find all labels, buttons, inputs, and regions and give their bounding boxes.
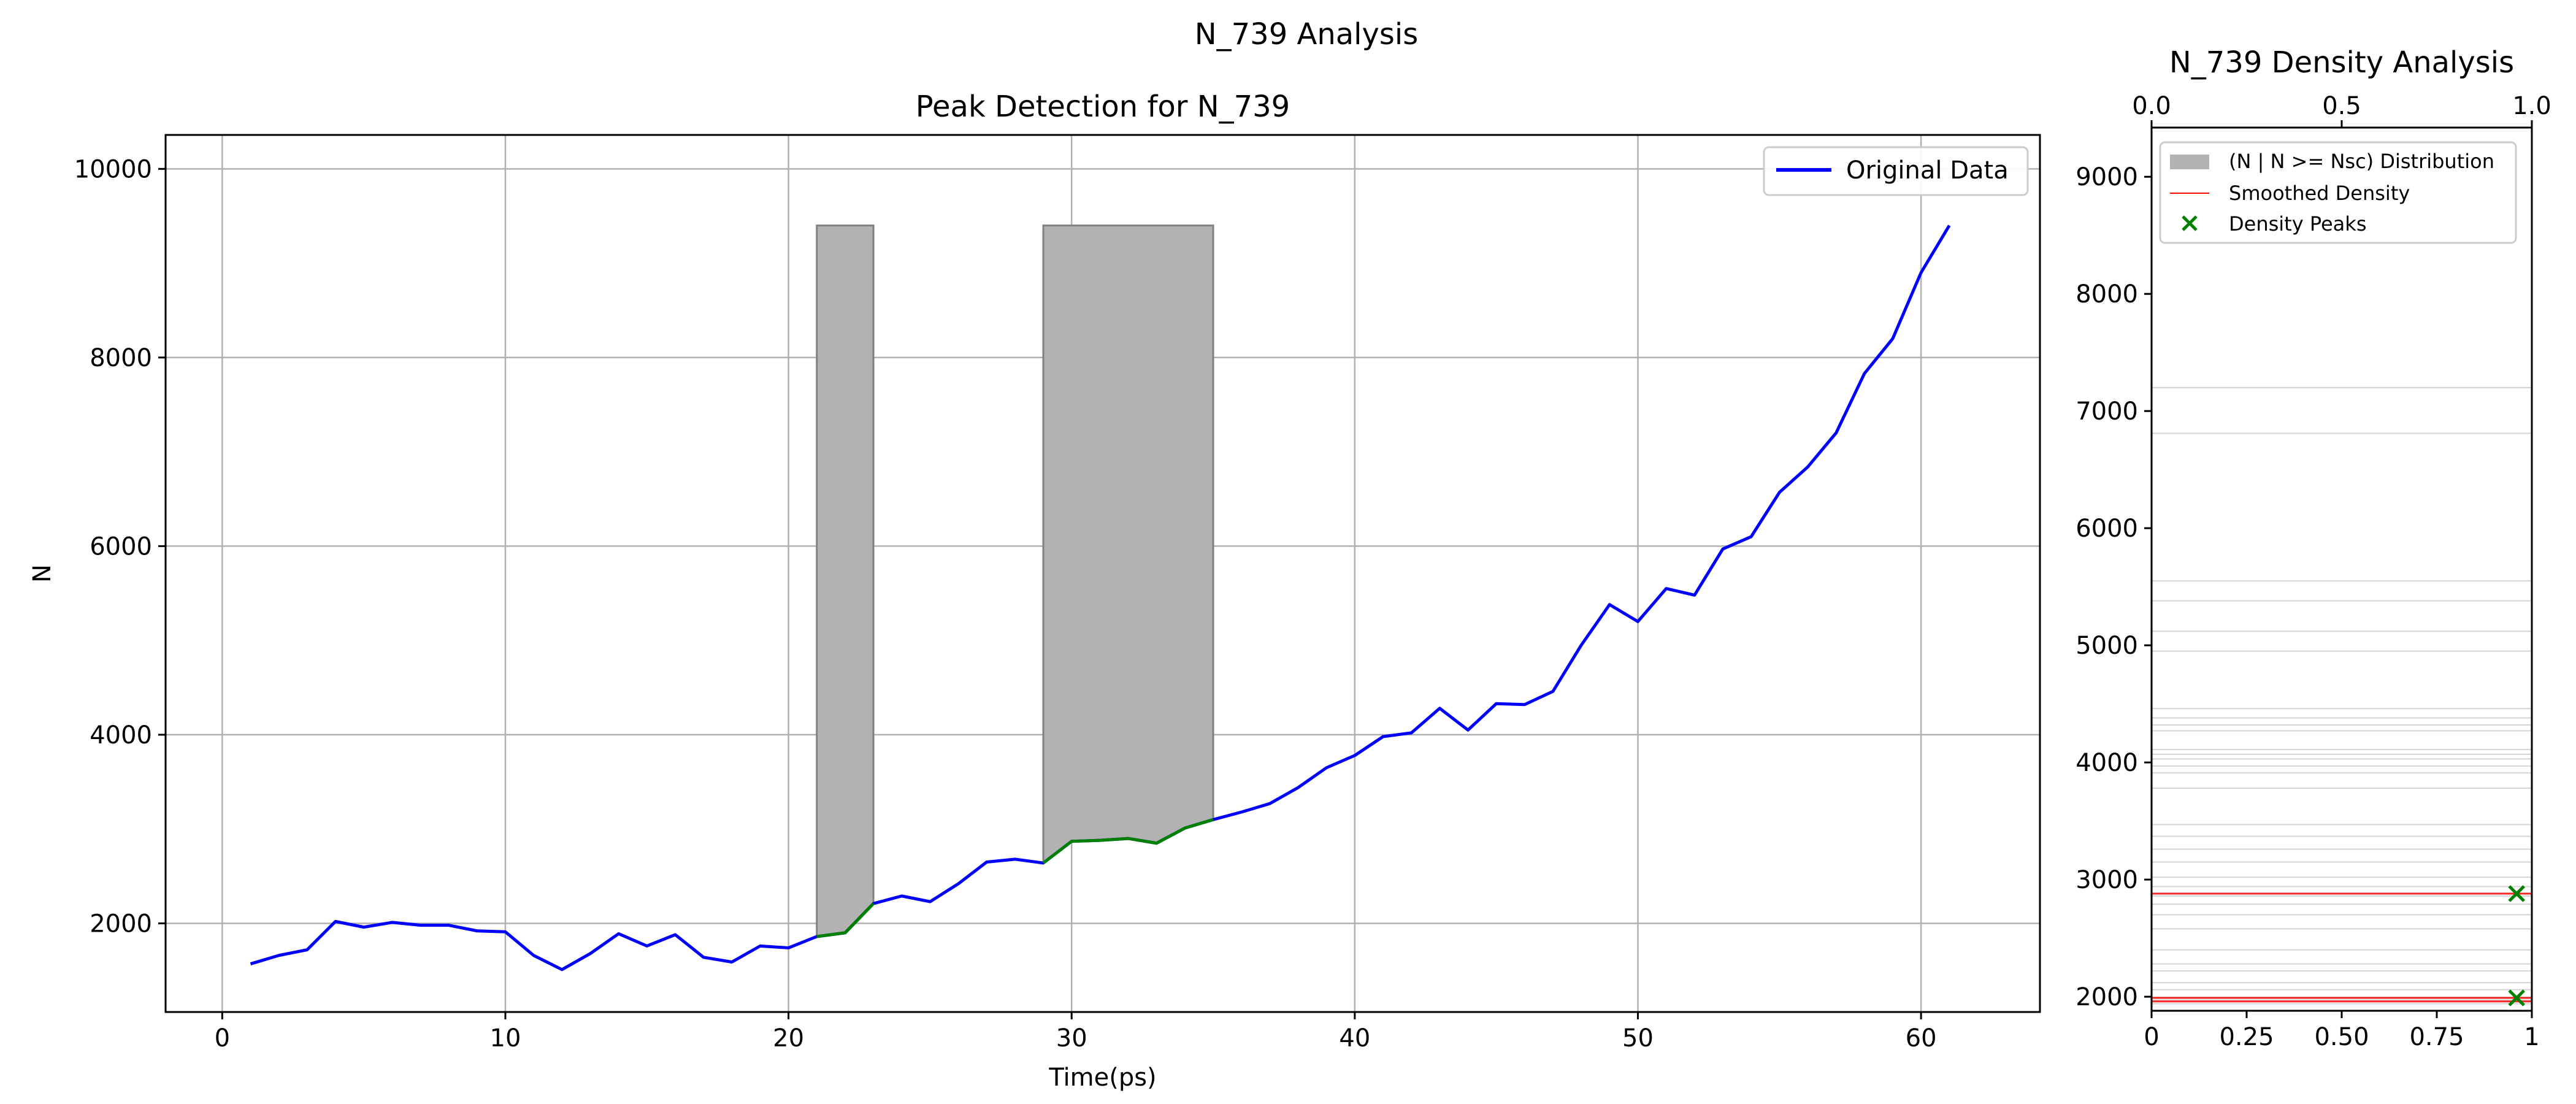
density-x-tick-label: 0.75 xyxy=(2409,1023,2464,1051)
density-peak-marker xyxy=(2508,989,2525,1006)
density-peak-marker xyxy=(2508,885,2525,902)
density-y-tick-label: 7000 xyxy=(2076,397,2138,426)
density-x-axis-bottom: 0 0.25 0.50 0.75 1 xyxy=(2144,1011,2540,1051)
highlighted-segment xyxy=(1042,818,1214,865)
density-peaks xyxy=(2508,885,2525,1006)
main-y-axis: 2000 4000 6000 8000 10000 xyxy=(74,155,166,938)
main-plot-frame xyxy=(164,134,2041,1013)
density-top-x-tick-label: 1.0 xyxy=(2512,92,2551,120)
density-legend-box xyxy=(2159,141,2517,244)
main-chart-title: Peak Detection for N_739 xyxy=(916,90,1290,124)
density-y-tick-label: 2000 xyxy=(2076,983,2138,1011)
main-y-tick-label: 8000 xyxy=(90,344,152,372)
main-series xyxy=(250,224,1951,972)
main-x-tick-label: 40 xyxy=(1339,1024,1370,1052)
density-x-axis-top: 0.0 0.5 1.0 xyxy=(2132,92,2551,128)
main-x-tick-label: 50 xyxy=(1622,1024,1654,1052)
highlighted-segment xyxy=(816,902,875,938)
main-legend-box xyxy=(1763,146,2029,196)
main-x-tick-label: 20 xyxy=(773,1024,804,1052)
density-y-tick-label: 9000 xyxy=(2076,163,2138,191)
density-y-tick-label: 8000 xyxy=(2076,280,2138,309)
figure-suptitle: N_739 Analysis xyxy=(1195,17,1419,52)
density-top-x-tick-label: 0.5 xyxy=(2322,92,2361,120)
density-panel: N_739 Density Analysis 0 0.25 0.50 0.75 1 0.… xyxy=(2076,45,2551,1051)
main-legend: Original Data xyxy=(1763,146,2029,196)
main-y-axis-label: N xyxy=(28,564,56,583)
density-x-tick-label: 0 xyxy=(2144,1023,2159,1051)
main-y-tick-label: 6000 xyxy=(90,532,152,561)
density-y-tick-label: 6000 xyxy=(2076,515,2138,543)
density-y-tick-label: 4000 xyxy=(2076,749,2138,777)
legend-peak-marker xyxy=(2182,215,2198,231)
density-legend: (N | N >= Nsc) Distribution Smoothed Den… xyxy=(2159,141,2517,244)
legend-peak-marker-stroke xyxy=(2182,215,2198,231)
main-x-tick-label: 30 xyxy=(1056,1024,1087,1052)
main-y-tick-label: 4000 xyxy=(90,721,152,749)
shaded-regions xyxy=(816,224,1214,938)
legend-smoothed-density-label: Smoothed Density xyxy=(2229,182,2410,205)
distribution-lines xyxy=(2152,386,2532,1005)
density-plot-frame xyxy=(2150,126,2533,1012)
density-y-axis: 2000 3000 4000 5000 6000 7000 8000 9000 xyxy=(2076,163,2152,1011)
main-y-tick-label: 10000 xyxy=(74,155,152,183)
main-x-tick-label: 60 xyxy=(1906,1024,1937,1052)
main-y-tick-label: 2000 xyxy=(90,910,152,938)
main-x-axis: 0 10 20 30 40 50 60 xyxy=(215,1012,1937,1052)
legend-distribution-swatch xyxy=(2170,155,2209,169)
main-x-axis-label: Time(ps) xyxy=(1048,1064,1156,1092)
legend-distribution-label: (N | N >= Nsc) Distribution xyxy=(2229,150,2494,173)
peak-detection-panel: Peak Detection for N_739 0 10 20 30 40 50 60 2… xyxy=(28,90,2041,1092)
density-chart-title: N_739 Density Analysis xyxy=(2169,45,2514,80)
legend-density-peaks-label: Density Peaks xyxy=(2229,212,2366,236)
main-x-tick-label: 10 xyxy=(490,1024,521,1052)
legend-original-data-label: Original Data xyxy=(1846,156,2009,185)
smoothed-density-lines xyxy=(2152,892,2532,1003)
shaded-region xyxy=(1042,224,1214,865)
density-y-tick-label: 5000 xyxy=(2076,632,2138,660)
density-top-x-tick-label: 0.0 xyxy=(2132,92,2171,120)
shaded-region xyxy=(816,224,875,938)
density-x-tick-label: 1 xyxy=(2524,1023,2539,1051)
main-x-tick-label: 0 xyxy=(215,1024,230,1052)
density-x-tick-label: 0.25 xyxy=(2219,1023,2274,1051)
density-y-tick-label: 3000 xyxy=(2076,866,2138,894)
density-x-tick-label: 0.50 xyxy=(2314,1023,2369,1051)
